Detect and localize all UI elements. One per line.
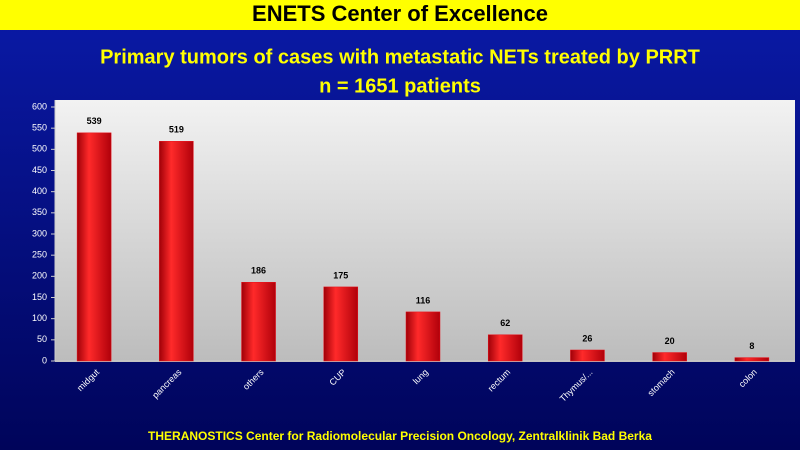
- y-tick-label: 350: [32, 207, 47, 217]
- bar: [76, 132, 112, 362]
- y-tick-label: 450: [32, 165, 47, 175]
- data-label: 539: [87, 116, 102, 126]
- bar: [652, 352, 687, 362]
- data-label: 8: [749, 341, 754, 351]
- y-tick-label: 150: [32, 292, 47, 302]
- data-label: 62: [500, 318, 510, 328]
- bar: [734, 357, 770, 362]
- bar: [570, 349, 605, 362]
- header: ENETS Center of Excellence: [252, 1, 548, 26]
- bar: [405, 311, 441, 362]
- data-label: 116: [416, 295, 431, 305]
- data-label: 20: [665, 336, 675, 346]
- y-tick-label: 0: [42, 355, 47, 365]
- data-label: 186: [251, 266, 266, 276]
- bar: [159, 141, 194, 362]
- header-band: [0, 0, 800, 30]
- y-tick-label: 550: [32, 123, 47, 133]
- y-tick-label: 250: [32, 250, 47, 260]
- bar: [487, 334, 523, 362]
- chart-subtitle: n = 1651 patients: [319, 75, 481, 97]
- bar: [323, 286, 359, 362]
- y-tick-label: 500: [32, 144, 47, 154]
- y-tick-label: 300: [32, 228, 47, 238]
- y-tick-label: 200: [32, 271, 47, 281]
- y-tick-label: 400: [32, 186, 47, 196]
- data-label: 175: [333, 270, 348, 280]
- y-tick-label: 50: [37, 334, 47, 344]
- chart-title: Primary tumors of cases with metastatic …: [100, 46, 700, 68]
- bar: [241, 282, 276, 362]
- y-tick-label: 600: [32, 101, 47, 111]
- y-tick-label: 100: [32, 313, 47, 323]
- footer: THERANOSTICS Center for Radiomolecular P…: [148, 429, 652, 443]
- data-label: 26: [582, 333, 592, 343]
- data-label: 519: [169, 125, 184, 135]
